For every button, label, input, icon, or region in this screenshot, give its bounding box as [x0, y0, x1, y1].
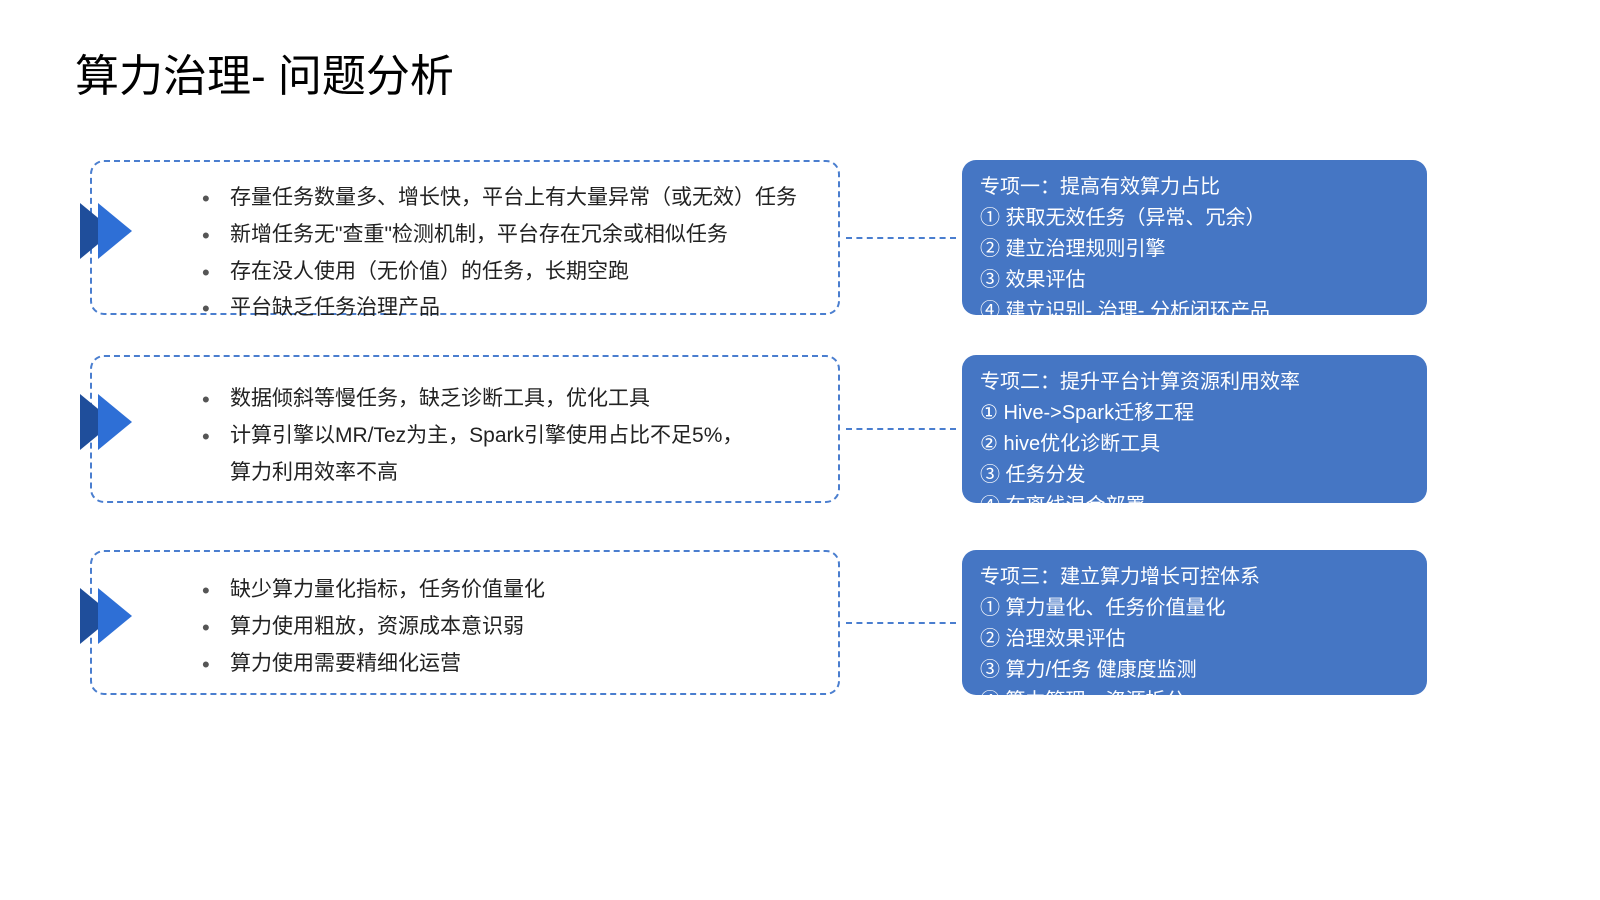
solution-item: ③ 算力/任务 健康度监测 [980, 655, 1409, 686]
solution-header: 专项一：提高有效算力占比 [980, 172, 1409, 203]
solution-item: ② 建立治理规则引擎 [980, 234, 1409, 265]
row-3: 缺少算力量化指标，任务价值量化 算力使用粗放，资源成本意识弱 算力使用需要精细化… [90, 550, 1430, 695]
solution-item: ④ 在离线混合部署 [980, 491, 1409, 503]
problem-box-2: 数据倾斜等慢任务，缺乏诊断工具，优化工具 计算引擎以MR/Tez为主，Spark… [90, 355, 840, 503]
solution-item: ① 获取无效任务（异常、冗余） [980, 203, 1409, 234]
problem-box-1: 存量任务数量多、增长快，平台上有大量异常（或无效）任务 新增任务无"查重"检测机… [90, 160, 840, 315]
solution-item: ④ 建立识别- 治理- 分析闭环产品 [980, 296, 1409, 315]
problem-item: 计算引擎以MR/Tez为主，Spark引擎使用占比不足5%， 算力利用效率不高 [202, 418, 808, 492]
problem-item: 新增任务无"查重"检测机制，平台存在冗余或相似任务 [202, 217, 808, 254]
arrow-icon [80, 394, 150, 464]
problem-item: 平台缺乏任务治理产品 [202, 290, 808, 327]
connector-line [846, 428, 956, 430]
connector-line [846, 622, 956, 624]
solution-header: 专项二：提升平台计算资源利用效率 [980, 367, 1409, 398]
solution-item: ② 治理效果评估 [980, 624, 1409, 655]
solution-item: ① Hive->Spark迁移工程 [980, 398, 1409, 429]
slide-title: 算力治理- 问题分析 [75, 40, 454, 104]
solution-item: ③ 效果评估 [980, 265, 1409, 296]
solution-item: ④ 算力管理、资源拆分 [980, 686, 1409, 695]
solution-box-2: 专项二：提升平台计算资源利用效率 ① Hive->Spark迁移工程 ② hiv… [962, 355, 1427, 503]
problem-box-3: 缺少算力量化指标，任务价值量化 算力使用粗放，资源成本意识弱 算力使用需要精细化… [90, 550, 840, 695]
problem-item: 存在没人使用（无价值）的任务，长期空跑 [202, 254, 808, 291]
problem-item: 算力使用粗放，资源成本意识弱 [202, 609, 808, 646]
connector-line [846, 237, 956, 239]
problem-item: 算力使用需要精细化运营 [202, 646, 808, 683]
solution-item: ② hive优化诊断工具 [980, 429, 1409, 460]
solution-item: ③ 任务分发 [980, 460, 1409, 491]
problem-item: 存量任务数量多、增长快，平台上有大量异常（或无效）任务 [202, 180, 808, 217]
solution-header: 专项三：建立算力增长可控体系 [980, 562, 1409, 593]
problem-item: 缺少算力量化指标，任务价值量化 [202, 572, 808, 609]
row-2: 数据倾斜等慢任务，缺乏诊断工具，优化工具 计算引擎以MR/Tez为主，Spark… [90, 355, 1430, 503]
arrow-icon [80, 203, 150, 273]
solution-box-1: 专项一：提高有效算力占比 ① 获取无效任务（异常、冗余） ② 建立治理规则引擎 … [962, 160, 1427, 315]
problem-item: 数据倾斜等慢任务，缺乏诊断工具，优化工具 [202, 381, 808, 418]
row-1: 存量任务数量多、增长快，平台上有大量异常（或无效）任务 新增任务无"查重"检测机… [90, 160, 1430, 315]
solution-box-3: 专项三：建立算力增长可控体系 ① 算力量化、任务价值量化 ② 治理效果评估 ③ … [962, 550, 1427, 695]
solution-item: ① 算力量化、任务价值量化 [980, 593, 1409, 624]
arrow-icon [80, 588, 150, 658]
